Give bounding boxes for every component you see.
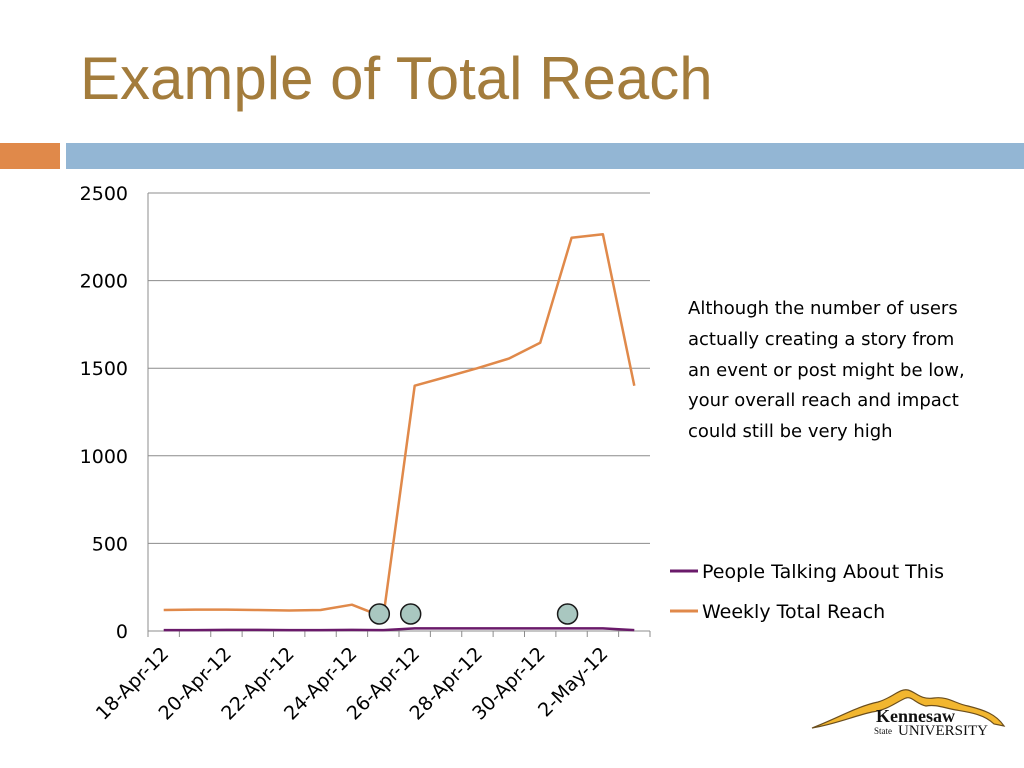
y-tick-label: 2000 [80,271,128,293]
mountain-logo-shape [811,689,1006,729]
reach-line-chart: 0500100015002000250018-Apr-1220-Apr-1222… [80,183,944,725]
logo-text-state: State [874,726,892,736]
logo-text-kennesaw: Kennesaw [876,706,955,726]
highlight-marker [556,603,579,625]
y-tick-label: 2500 [80,183,128,205]
series-line [163,232,636,619]
y-tick-label: 1000 [80,446,128,468]
legend-label: Weekly Total Reach [702,601,885,623]
university-logo: Kennesaw State UNIVERSITY [811,689,1006,739]
y-tick-label: 0 [116,621,128,643]
logo-text-university: UNIVERSITY [898,723,988,739]
series-line [163,627,635,632]
y-tick-label: 1500 [80,358,128,380]
annotation-text: Although the number of users actually cr… [688,298,965,443]
accent-bar-blue [66,143,1024,169]
highlight-marker [368,603,391,625]
accent-bar-orange [0,143,60,169]
highlight-marker [399,603,422,625]
slide-title: Example of Total Reach [80,45,713,112]
y-tick-label: 500 [92,533,128,555]
legend-label: People Talking About This [702,561,944,583]
